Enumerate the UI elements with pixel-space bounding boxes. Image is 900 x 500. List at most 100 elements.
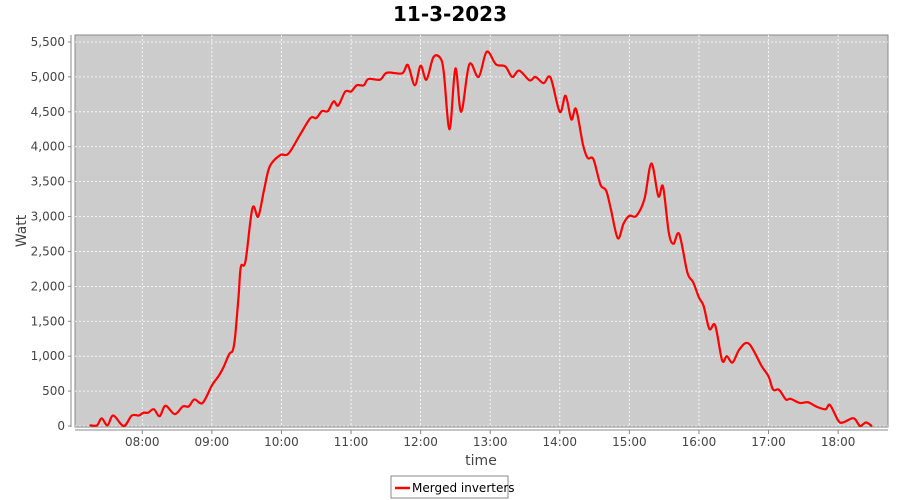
data-point: [401, 72, 403, 75]
data-point: [650, 162, 653, 165]
data-point: [244, 260, 247, 263]
data-point: [309, 117, 312, 119]
data-point: [153, 408, 155, 411]
data-point: [511, 76, 514, 78]
legend: Merged inverters: [390, 475, 515, 499]
data-point: [228, 353, 231, 355]
data-point: [668, 231, 670, 234]
x-tick-label: 14:00: [542, 435, 577, 449]
data-point: [269, 165, 271, 168]
y-ticks: 0 500 1,000 1,500 2,000 2,500 3,000 3,500 4,000 4…: [31, 35, 71, 433]
data-point: [841, 421, 844, 424]
data-point: [460, 111, 463, 113]
legend-box: [390, 475, 509, 499]
data-point: [468, 63, 471, 66]
data-point: [193, 398, 196, 401]
data-point: [799, 402, 801, 404]
y-tick-label: 1,000: [31, 349, 65, 363]
data-point: [356, 84, 358, 87]
x-tick-label: 10:00: [264, 435, 299, 449]
data-point: [448, 128, 451, 131]
data-point: [534, 76, 537, 78]
data-point: [106, 424, 109, 427]
data-point: [379, 78, 381, 81]
data-point: [772, 388, 774, 391]
data-point: [725, 355, 728, 357]
data-point: [714, 324, 716, 327]
data-point: [131, 414, 133, 417]
data-point: [362, 84, 365, 87]
x-tick-label: 16:00: [682, 435, 717, 449]
x-tick-label: 09:00: [195, 435, 230, 449]
data-point: [182, 405, 184, 408]
data-point: [586, 157, 589, 159]
data-point: [173, 413, 176, 415]
x-tick-label: 08:00: [125, 435, 160, 449]
data-point: [122, 425, 125, 427]
data-point: [678, 233, 681, 235]
data-point: [321, 110, 323, 112]
x-ticks: 08:00 09:00 10:00 11:00 12:00 13:00 14:00 15:00…: [125, 430, 855, 449]
data-point: [454, 67, 457, 70]
data-point: [662, 185, 664, 188]
data-point: [865, 421, 867, 424]
data-point: [748, 342, 750, 345]
data-point: [564, 94, 567, 97]
data-point: [731, 361, 734, 364]
data-point: [518, 69, 520, 72]
data-point: [201, 402, 204, 404]
data-point: [528, 79, 531, 82]
y-tick-label: 500: [42, 384, 65, 398]
data-point: [89, 424, 91, 427]
data-point: [807, 401, 809, 404]
data-point: [187, 405, 190, 408]
data-point: [570, 118, 573, 121]
data-point: [231, 349, 234, 352]
data-point: [407, 64, 409, 66]
data-point: [299, 134, 301, 136]
gridlines: [75, 35, 888, 427]
data-point: [279, 154, 282, 156]
data-point: [158, 415, 161, 418]
series-group: [89, 50, 873, 428]
data-point: [414, 84, 416, 87]
data-point: [785, 398, 787, 401]
data-point: [635, 215, 638, 217]
x-tick-label: 17:00: [751, 435, 786, 449]
data-point: [240, 266, 242, 268]
y-tick-label: 3,000: [31, 210, 65, 224]
data-point: [332, 100, 335, 103]
x-tick-label: 15:00: [612, 435, 647, 449]
data-point: [485, 50, 488, 53]
data-point: [432, 56, 435, 59]
data-point: [815, 405, 817, 408]
data-point: [558, 111, 561, 113]
y-tick-label: 4,500: [31, 105, 65, 119]
data-point: [142, 411, 145, 414]
data-point: [419, 64, 422, 67]
plot-area: [74, 34, 889, 428]
chart-title: 11-3-2023: [393, 2, 507, 26]
data-point: [367, 78, 370, 80]
x-tick-label: 11:00: [334, 435, 369, 449]
data-point: [738, 348, 741, 350]
data-point: [164, 404, 167, 407]
data-point: [147, 411, 149, 414]
data-point: [350, 90, 352, 93]
data-point: [628, 215, 631, 217]
data-point: [721, 359, 723, 362]
data-point: [251, 207, 254, 209]
data-point: [504, 65, 507, 68]
data-point: [575, 108, 577, 110]
data-point: [439, 57, 442, 59]
data-point: [854, 418, 857, 421]
data-point: [767, 375, 770, 378]
data-point: [702, 305, 705, 307]
legend-label: Merged inverters: [412, 481, 515, 495]
data-point: [605, 189, 607, 192]
data-point: [829, 404, 831, 406]
data-point: [610, 208, 612, 210]
data-point: [616, 237, 619, 239]
data-point: [477, 76, 480, 78]
